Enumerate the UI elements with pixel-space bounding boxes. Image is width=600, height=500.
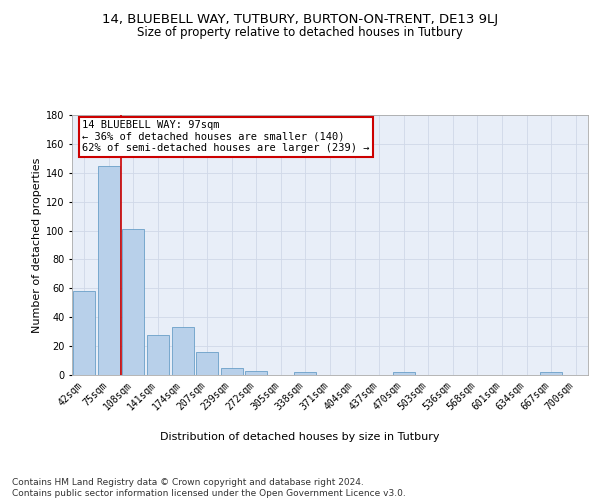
Bar [221,368,243,375]
Text: Distribution of detached houses by size in Tutbury: Distribution of detached houses by size … [160,432,440,442]
Text: 14, BLUEBELL WAY, TUTBURY, BURTON-ON-TRENT, DE13 9LJ: 14, BLUEBELL WAY, TUTBURY, BURTON-ON-TRE… [102,12,498,26]
Bar [73,291,95,375]
Y-axis label: Number of detached properties: Number of detached properties [32,158,41,332]
Bar [245,370,268,375]
Text: Contains HM Land Registry data © Crown copyright and database right 2024.
Contai: Contains HM Land Registry data © Crown c… [12,478,406,498]
Bar [147,334,169,375]
Bar [98,166,120,375]
Bar [122,229,145,375]
Bar [196,352,218,375]
Text: Size of property relative to detached houses in Tutbury: Size of property relative to detached ho… [137,26,463,39]
Text: 14 BLUEBELL WAY: 97sqm
← 36% of detached houses are smaller (140)
62% of semi-de: 14 BLUEBELL WAY: 97sqm ← 36% of detached… [82,120,370,154]
Bar [295,372,316,375]
Bar [540,372,562,375]
Bar [392,372,415,375]
Bar [172,328,194,375]
